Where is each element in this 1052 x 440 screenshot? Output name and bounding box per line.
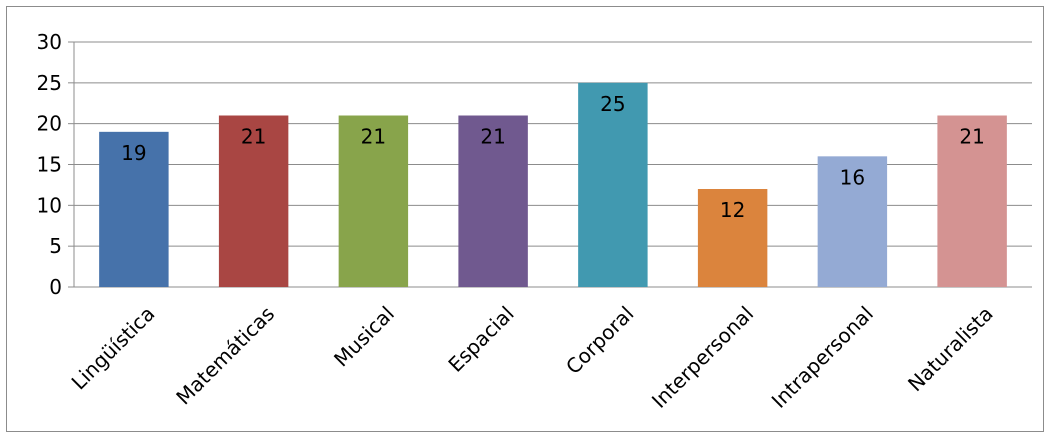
y-tick-label: 20 xyxy=(37,112,62,136)
y-tick-label: 10 xyxy=(37,193,62,217)
chart-frame: 0 5 10 15 20 25 30 19 21 21 21 25 12 16 21 Lingüístic… xyxy=(6,6,1044,432)
y-tick-label: 5 xyxy=(49,234,62,258)
x-category-label: Espacial xyxy=(443,302,518,377)
bar xyxy=(218,115,289,287)
bar xyxy=(338,115,409,287)
x-axis-categories: Lingüística Matemáticas Musical Espacial Cor… xyxy=(67,302,998,413)
gridlines xyxy=(68,41,1032,288)
x-category-label: Musical xyxy=(329,302,399,372)
bar-chart: 0 5 10 15 20 25 30 19 21 21 21 25 12 16 21 Lingüístic… xyxy=(37,30,1032,413)
bar xyxy=(458,115,528,287)
data-label: 19 xyxy=(121,141,146,165)
data-label: 21 xyxy=(241,125,266,149)
x-category-label: Matemáticas xyxy=(171,302,279,410)
y-tick-label: 15 xyxy=(37,153,62,177)
x-category-label: Corporal xyxy=(561,302,638,379)
bar xyxy=(697,189,768,287)
y-tick-label: 30 xyxy=(37,30,62,54)
bar xyxy=(99,131,169,287)
x-category-label: Interpersonal xyxy=(647,302,758,413)
bars xyxy=(99,82,1007,287)
x-category-label: Intrapersonal xyxy=(767,302,878,413)
data-label: 21 xyxy=(361,125,386,149)
data-label: 21 xyxy=(959,125,984,149)
data-label: 25 xyxy=(600,92,625,116)
data-labels: 19 21 21 21 25 12 16 21 xyxy=(121,92,985,222)
data-label: 16 xyxy=(840,165,865,189)
bar xyxy=(937,115,1007,287)
x-category-label: Naturalista xyxy=(903,302,998,397)
y-axis-ticks: 0 5 10 15 20 25 30 xyxy=(37,30,62,299)
y-tick-label: 25 xyxy=(37,71,62,95)
bar xyxy=(578,82,648,287)
bar xyxy=(817,156,888,287)
y-tick-label: 0 xyxy=(49,275,62,299)
data-label: 12 xyxy=(720,198,745,222)
data-label: 21 xyxy=(480,125,505,149)
x-category-label: Lingüística xyxy=(67,302,160,395)
